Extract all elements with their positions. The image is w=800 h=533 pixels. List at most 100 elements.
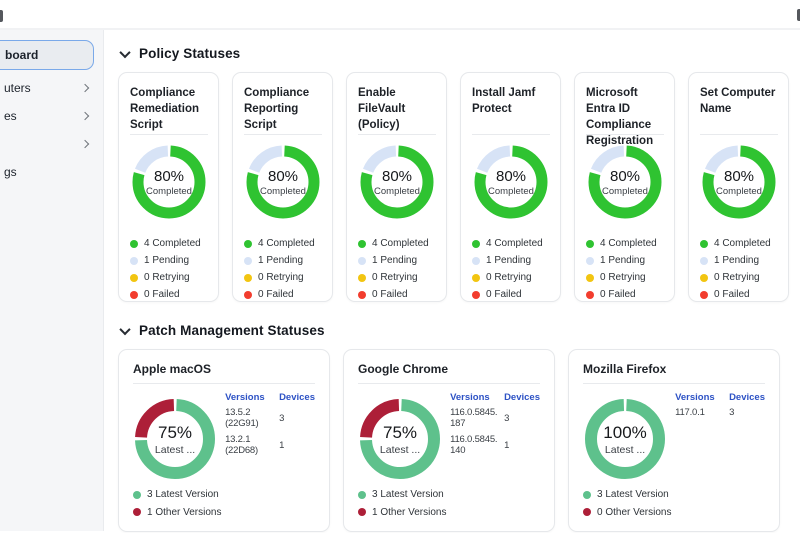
donut-percent: 75% [158, 422, 193, 442]
donut-percent: 80% [381, 167, 413, 185]
legend-item-failed[interactable]: 0 Failed [358, 286, 436, 303]
retrying-dot-icon [358, 273, 366, 282]
chevron-right-icon [80, 111, 90, 121]
policy-donut-chart: 80% Completed [245, 144, 321, 220]
legend-item-pending[interactable]: 1 Pending [472, 252, 550, 269]
devices-cell: 3 [729, 407, 735, 418]
failed-dot-icon [130, 290, 138, 299]
legend-item-pending[interactable]: 1 Pending [700, 252, 778, 269]
versions-column-header[interactable]: Versions [450, 392, 490, 403]
legend-item-retrying[interactable]: 0 Retrying [244, 269, 322, 286]
donut-sublabel: Completed [602, 185, 648, 197]
devices-column-header[interactable]: Devices [729, 392, 765, 403]
policy-status-card: Install Jamf Protect 80% Completed 4 Com… [460, 72, 561, 302]
policy-donut-chart: 80% Completed [131, 144, 207, 220]
table-row: 13.2.1 (22D68) 1 [225, 434, 315, 456]
patch-management-section: Patch Management Statuses Apple macOS 75… [118, 323, 789, 532]
donut-sublabel: Completed [146, 185, 192, 197]
divider [583, 383, 765, 384]
legend-item-failed[interactable]: 0 Failed [700, 286, 778, 303]
legend-item-completed[interactable]: 4 Completed [700, 235, 778, 252]
chevron-right-icon [80, 139, 90, 149]
app-body: board uters es gs Policy Statuses Compli… [0, 30, 800, 532]
other-versions-dot-icon [133, 508, 141, 517]
legend-item-completed[interactable]: 4 Completed [358, 235, 436, 252]
policy-legend: 4 Completed 1 Pending 0 Retrying 0 Faile… [244, 235, 322, 303]
legend-item-retrying[interactable]: 0 Retrying [130, 269, 208, 286]
divider [358, 134, 436, 135]
patch-status-card: Mozilla Firefox 100% Latest ... Versions… [568, 349, 780, 532]
legend-item-completed[interactable]: 4 Completed [244, 235, 322, 252]
legend-item-failed[interactable]: 0 Failed [244, 286, 322, 303]
other-versions-dot-icon [358, 508, 366, 517]
legend-item-other-versions[interactable]: 0 Other Versions [583, 504, 765, 522]
patch-legend: 3 Latest Version 1 Other Versions [358, 486, 540, 521]
sidebar-item-settings[interactable]: gs [0, 158, 103, 186]
section-title: Policy Statuses [139, 46, 241, 61]
sidebar-item-devices[interactable]: es [0, 102, 103, 130]
table-row: 13.5.2 (22G91) 3 [225, 407, 315, 429]
chevron-right-icon [80, 83, 90, 93]
patch-donut-chart: 75% Latest ... [358, 397, 442, 481]
sidebar-item-label: uters [4, 81, 31, 95]
devices-column-header[interactable]: Devices [504, 392, 540, 403]
legend-item-failed[interactable]: 0 Failed [472, 286, 550, 303]
versions-column-header[interactable]: Versions [225, 392, 265, 403]
legend-item-pending[interactable]: 1 Pending [586, 252, 664, 269]
policy-statuses-header[interactable]: Policy Statuses [119, 46, 789, 61]
policy-legend: 4 Completed 1 Pending 0 Retrying 0 Faile… [130, 235, 208, 303]
policy-legend: 4 Completed 1 Pending 0 Retrying 0 Faile… [358, 235, 436, 303]
retrying-dot-icon [700, 273, 708, 282]
donut-ring [132, 145, 206, 219]
devices-column-header[interactable]: Devices [279, 392, 315, 403]
table-row: 116.0.5845.140 1 [450, 434, 540, 456]
policy-legend: 4 Completed 1 Pending 0 Retrying 0 Faile… [472, 235, 550, 303]
legend-item-failed[interactable]: 0 Failed [586, 286, 664, 303]
legend-item-completed[interactable]: 4 Completed [130, 235, 208, 252]
donut-ring [585, 399, 666, 479]
legend-item-retrying[interactable]: 0 Retrying [472, 269, 550, 286]
legend-item-completed[interactable]: 4 Completed [472, 235, 550, 252]
retrying-dot-icon [130, 273, 138, 282]
divider [244, 134, 322, 135]
devices-cell: 1 [504, 439, 510, 451]
legend-item-other-versions[interactable]: 1 Other Versions [358, 504, 540, 522]
policy-status-card: Compliance Remediation Script 80% Comple… [118, 72, 219, 302]
sidebar-item-label: gs [4, 165, 17, 179]
donut-percent: 80% [609, 167, 641, 185]
sidebar-item-dashboard[interactable]: board [0, 40, 94, 70]
sidebar-item-computers[interactable]: uters [0, 74, 103, 102]
legend-item-retrying[interactable]: 0 Retrying [358, 269, 436, 286]
failed-dot-icon [358, 290, 366, 299]
legend-item-failed[interactable]: 0 Failed [130, 286, 208, 303]
donut-sublabel: Completed [716, 185, 762, 197]
policy-card-title: Compliance Remediation Script [130, 87, 200, 131]
legend-item-other-versions[interactable]: 1 Other Versions [133, 504, 315, 522]
legend-item-latest-version[interactable]: 3 Latest Version [133, 486, 315, 504]
legend-item-pending[interactable]: 1 Pending [130, 252, 208, 269]
failed-dot-icon [700, 290, 708, 299]
policy-card-title: Set Computer Name [700, 87, 776, 115]
legend-item-retrying[interactable]: 0 Retrying [700, 269, 778, 286]
legend-item-retrying[interactable]: 0 Retrying [586, 269, 664, 286]
version-cell: 117.0.1 [675, 407, 705, 418]
top-bar [0, 0, 800, 30]
pending-dot-icon [472, 256, 480, 265]
legend-item-latest-version[interactable]: 3 Latest Version [358, 486, 540, 504]
versions-column-header[interactable]: Versions [675, 392, 715, 403]
retrying-dot-icon [586, 273, 594, 282]
sidebar-item-users[interactable] [0, 130, 103, 158]
patch-status-card: Google Chrome 75% Latest ... Versions De… [343, 349, 555, 532]
legend-item-latest-version[interactable]: 3 Latest Version [583, 486, 765, 504]
patch-management-header[interactable]: Patch Management Statuses [119, 323, 789, 338]
legend-item-completed[interactable]: 4 Completed [586, 235, 664, 252]
donut-percent: 80% [723, 167, 755, 185]
policy-donut-chart: 80% Completed [359, 144, 435, 220]
donut-sublabel: Latest ... [379, 443, 421, 456]
version-cell: 116.0.5845.140 [450, 434, 498, 456]
legend-item-pending[interactable]: 1 Pending [358, 252, 436, 269]
legend-item-pending[interactable]: 1 Pending [244, 252, 322, 269]
donut-ring [702, 145, 776, 219]
policy-card-title: Compliance Reporting Script [244, 87, 310, 131]
versions-table: Versions Devices 116.0.5845.187 3 116.0.… [450, 392, 540, 461]
